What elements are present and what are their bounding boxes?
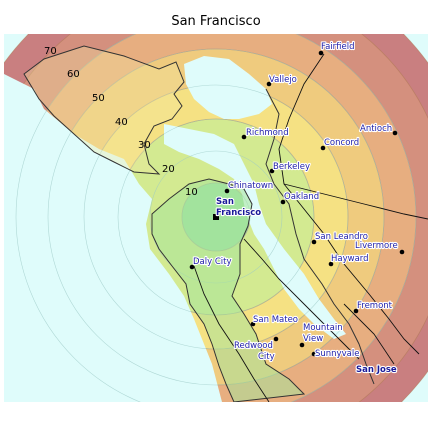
label-concord: Concord (324, 138, 359, 148)
label-san-jose: San Jose (356, 365, 397, 375)
label-redwood-city-1: Redwood (234, 341, 273, 351)
marker-chinatown[interactable] (224, 188, 230, 194)
marker-oakland[interactable] (280, 199, 286, 205)
label-san-francisco-line1: San (216, 197, 234, 207)
east-bay-shore (265, 88, 375, 385)
marker-mountain-view[interactable] (299, 342, 305, 348)
map-panel[interactable]: 70 60 50 40 30 20 10 Fairfield Vallejo R… (4, 34, 428, 402)
map-title: San Francisco (171, 14, 261, 29)
marker-san-francisco[interactable] (213, 214, 219, 220)
ring-label-20: 20 (162, 164, 175, 175)
ring-labels: 70 60 50 40 30 20 10 (44, 46, 198, 198)
label-oakland: Oakland (284, 192, 319, 202)
label-fairfield: Fairfield (321, 42, 355, 52)
marker-richmond[interactable] (241, 134, 247, 140)
water-bodies (4, 56, 346, 402)
marker-fairfield[interactable] (318, 50, 324, 56)
marker-hayward[interactable] (328, 261, 334, 267)
label-san-mateo: San Mateo (253, 315, 298, 325)
sf-peninsula (151, 178, 306, 402)
marker-fremont[interactable] (353, 308, 359, 314)
place-markers (189, 50, 405, 357)
label-hayward: Hayward (331, 254, 369, 264)
roads (193, 53, 428, 402)
marker-antioch[interactable] (392, 130, 398, 136)
label-livermore: Livermore (355, 241, 398, 251)
marin-shore (23, 45, 185, 175)
marker-san-leandro[interactable] (311, 239, 317, 245)
label-antioch: Antioch (360, 124, 392, 134)
marker-redwood-city[interactable] (273, 336, 279, 342)
ring-label-60: 60 (67, 69, 80, 80)
ring-label-30: 30 (138, 140, 151, 151)
label-redwood-city-2: City (258, 352, 275, 362)
label-richmond: Richmond (246, 128, 289, 138)
pacific-ocean (4, 74, 222, 402)
ring-label-50: 50 (92, 93, 105, 104)
marker-san-mateo[interactable] (250, 321, 256, 327)
isochrone-map[interactable]: 70 60 50 40 30 20 10 Fairfield Vallejo R… (4, 34, 428, 402)
marker-concord[interactable] (320, 145, 326, 151)
label-chinatown: Chinatown (228, 181, 273, 191)
label-vallejo: Vallejo (269, 75, 297, 85)
ring-label-10: 10 (185, 187, 198, 198)
label-san-francisco-line2: Francisco (216, 208, 261, 218)
marker-daly-city[interactable] (189, 264, 195, 270)
marker-berkeley[interactable] (269, 168, 275, 174)
ring-label-70: 70 (44, 46, 57, 57)
san-pablo-bay (184, 56, 272, 119)
label-sunnyvale: Sunnyvale (315, 349, 359, 359)
label-berkeley: Berkeley (273, 162, 310, 172)
ring-label-40: 40 (115, 117, 128, 128)
central-bay (164, 124, 346, 339)
marker-vallejo[interactable] (266, 81, 272, 87)
label-fremont: Fremont (357, 301, 393, 311)
place-labels: Fairfield Vallejo Richmond Concord Antio… (192, 41, 399, 376)
label-san-leandro: San Leandro (315, 232, 368, 242)
label-mountain-view-2: View (303, 334, 323, 344)
marker-livermore[interactable] (399, 249, 405, 255)
label-daly-city: Daly City (193, 257, 232, 267)
label-mountain-view-1: Mountain (303, 323, 343, 333)
marker-sunnyvale[interactable] (311, 351, 317, 357)
